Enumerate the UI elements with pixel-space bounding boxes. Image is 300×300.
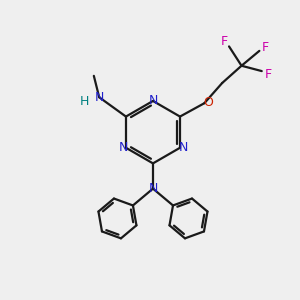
Text: N: N	[118, 141, 128, 154]
Text: F: F	[221, 34, 228, 48]
Text: O: O	[203, 96, 213, 109]
Text: F: F	[265, 68, 272, 81]
Text: N: N	[94, 91, 104, 104]
Text: N: N	[148, 182, 158, 195]
Text: F: F	[262, 41, 269, 54]
Text: N: N	[148, 94, 158, 106]
Text: N: N	[178, 141, 188, 154]
Text: H: H	[80, 95, 90, 108]
